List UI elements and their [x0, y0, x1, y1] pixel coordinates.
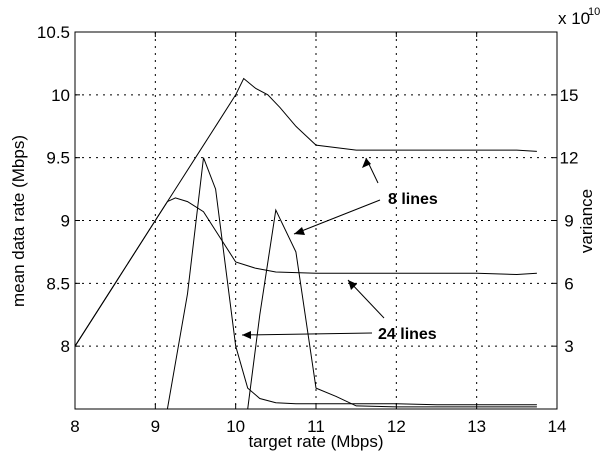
y2-tick-label: 3 [564, 337, 573, 356]
y2-tick-label: 9 [564, 212, 573, 231]
annotation-24-lines: 24 lines [378, 326, 437, 343]
annotation-24-lines-arrowhead-lower [242, 331, 251, 339]
series-line-4-variance [247, 208, 537, 410]
y2-tick-label: 6 [564, 274, 573, 293]
y-tick-label: 10.5 [37, 23, 70, 42]
x-tick-label: 14 [548, 417, 567, 436]
y-tick-label: 8.5 [46, 274, 70, 293]
x-axis-label: target rate (Mbps) [248, 432, 383, 451]
y2-tick-label: 12 [560, 149, 579, 168]
y2-axis-label: variance [577, 189, 596, 253]
x-tick-label: 9 [151, 417, 160, 436]
y-tick-label: 9.5 [46, 149, 70, 168]
annotation-24-lines-arrowhead-upper [348, 280, 357, 290]
y-tick-labels: 8 8.5 9 9.5 10 10.5 [37, 23, 70, 356]
annotation-8-lines-arrowhead-lower [294, 227, 305, 235]
annotation-8-lines: 8 lines [388, 191, 438, 208]
y2-exponent-power: 10 [588, 6, 600, 18]
x-tick-labels: 8 9 10 11 12 13 14 [70, 417, 566, 436]
y2-tick-label: 15 [560, 86, 579, 105]
x-tick-label: 11 [307, 417, 325, 436]
annotation-24-lines-arrow-lower [241, 332, 373, 336]
y-tick-label: 9 [61, 212, 70, 231]
y-tick-label: 10 [51, 86, 70, 105]
y2-tick-labels: 3 6 9 12 15 [560, 86, 579, 356]
annotations: 8 lines 24 lines [241, 157, 438, 343]
series-line-2-mean-rate [74, 197, 537, 347]
grid-lines [75, 32, 557, 409]
y-axis-label: mean data rate (Mbps) [9, 135, 28, 307]
series-line-1-mean-rate [74, 77, 537, 347]
y2-exponent-label: x 10 [558, 9, 590, 28]
tick-marks [74, 31, 558, 409]
x-tick-label: 8 [70, 417, 79, 436]
series-group [74, 77, 537, 410]
annotation-8-lines-arrowhead-upper [362, 158, 371, 168]
x-tick-label: 12 [387, 417, 406, 436]
series-line-3-variance [166, 157, 537, 410]
y-tick-label: 8 [61, 337, 70, 356]
annotation-8-lines-arrow-lower [293, 199, 381, 235]
x-tick-label: 10 [226, 417, 245, 436]
x-tick-label: 13 [467, 417, 486, 436]
